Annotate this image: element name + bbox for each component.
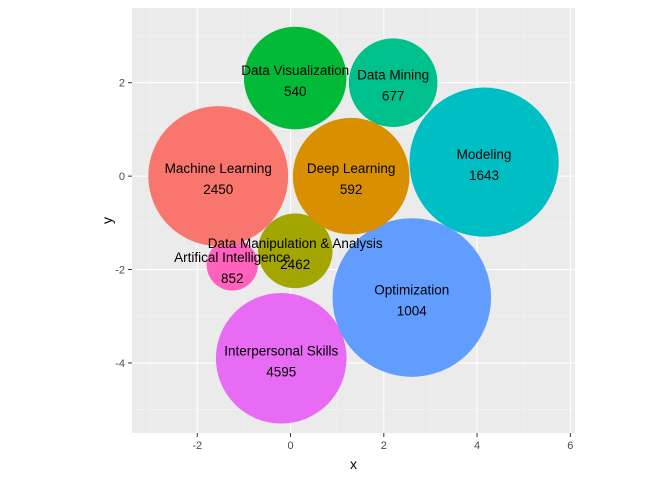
bubble-value-optimization: 1004 [397,304,428,319]
bubble-modeling [409,87,559,237]
bubble-value-machine-learning: 2450 [203,182,233,197]
bubble-value-data-visualization: 540 [284,84,307,99]
y-tick-label: 0 [119,171,125,183]
bubble-value-artifical-intelligence: 852 [221,271,244,286]
bubble-value-deep-learning: 592 [340,182,363,197]
bubble-data-mining [348,38,438,128]
bubble-data-visualization [243,26,347,130]
x-tick-label: 4 [474,440,480,452]
bubble-artifical-intelligence [206,239,258,291]
bubble-value-data-manipulation-analysis: 2462 [280,257,310,272]
bubble-name-deep-learning: Deep Learning [307,161,396,176]
x-tick-label: 2 [381,440,387,452]
y-tick-label: -2 [115,265,125,277]
y-axis-ticks: -4 -2 0 2 [115,78,132,370]
y-tick-label: 2 [119,78,125,90]
bubble-optimization [332,218,492,377]
bubble-value-interpersonal-skills: 4595 [266,364,296,379]
bubble-name-optimization: Optimization [374,283,449,298]
y-axis-title: y [99,217,115,224]
bubble-machine-learning [148,106,289,247]
y-tick-label: -4 [115,358,125,370]
bubble-name-artifical-intelligence: Artifical Intelligence [174,250,290,265]
x-tick-label: 0 [287,440,293,452]
bubble-value-data-mining: 677 [382,89,405,104]
bubble-name-data-manipulation-analysis: Data Manipulation & Analysis [208,236,383,251]
bubble-name-machine-learning: Machine Learning [165,161,272,176]
bubble-data-manipulation-analysis [257,213,333,289]
x-tick-label: 6 [567,440,573,452]
bubble-name-interpersonal-skills: Interpersonal Skills [224,343,338,358]
bubble-labels: Interpersonal Skills 4595 Optimization 1004… [165,63,512,379]
bubble-value-modeling: 1643 [469,168,499,183]
bubble-name-data-mining: Data Mining [357,68,429,83]
bubbles [148,26,559,424]
bubble-interpersonal-skills [215,292,347,424]
bubble-deep-learning [292,117,410,235]
x-axis-ticks: -2 0 2 4 6 [192,433,573,452]
x-tick-label: -2 [192,440,202,452]
bubble-name-data-visualization: Data Visualization [241,63,349,78]
x-axis-title: x [350,456,357,472]
bubble-name-modeling: Modeling [457,147,512,162]
